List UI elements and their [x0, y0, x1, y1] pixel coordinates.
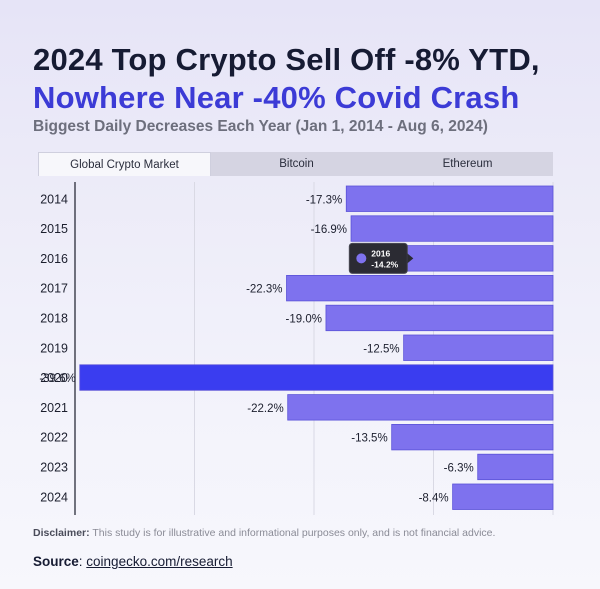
y-tick-label: 2022: [40, 431, 68, 445]
y-tick-label: 2018: [40, 311, 68, 325]
bar-chart-area: 2014 -17.3% 2015 -16.9% 2016 2017 -22.3% 2018 -1…: [0, 180, 600, 520]
y-tick-label: 2023: [40, 460, 68, 474]
tooltip-category: 2016: [371, 248, 390, 258]
tooltip: 2016-14.2%: [348, 242, 414, 274]
data-label: -13.5%: [351, 433, 387, 445]
y-tick-label: 2020: [40, 371, 68, 385]
y-tick-label: 2019: [40, 341, 68, 355]
bar: [477, 453, 554, 481]
bar-chart: 2014 -17.3% 2015 -16.9% 2016 2017 -22.3% 2018 -1…: [39, 182, 554, 515]
tab-bitcoin[interactable]: Bitcoin: [279, 158, 314, 170]
bar: [325, 304, 554, 332]
bar: [286, 275, 554, 302]
tooltip-swatch: [356, 253, 367, 264]
data-label: -22.3%: [246, 284, 282, 296]
y-tick-label: 2017: [40, 282, 68, 296]
tooltip-pointer: [407, 253, 414, 264]
data-label: -16.9%: [311, 224, 347, 236]
source-line: Source: coingecko.com/research: [33, 554, 233, 569]
bar: [350, 215, 554, 242]
y-tick-label: 2024: [40, 490, 68, 504]
tooltip-value: -14.2%: [371, 259, 398, 269]
bar: [345, 185, 554, 212]
bar-highlight: [79, 364, 554, 391]
chart-title-line-2: Nowhere Near -40% Covid Crash: [33, 80, 520, 115]
tab-global-crypto-market[interactable]: Global Crypto Market: [38, 152, 211, 176]
chart-title-line-1: 2024 Top Crypto Sell Off -8% YTD,: [33, 42, 540, 77]
data-label: -17.3%: [306, 194, 342, 206]
y-tick-label: 2015: [40, 222, 68, 236]
data-label: -6.3%: [444, 462, 474, 474]
source-label: Source: [33, 554, 79, 569]
tab-ethereum[interactable]: Ethereum: [442, 158, 493, 170]
disclaimer: Disclaimer: This study is for illustrati…: [33, 527, 495, 539]
data-label: -12.5%: [363, 343, 399, 355]
tab-bar: Global Crypto Market Bitcoin Ethereum: [38, 152, 553, 176]
y-tick-label: 2021: [40, 401, 68, 415]
y-tick-label: 2014: [40, 192, 68, 206]
disclaimer-label: Disclaimer:: [33, 527, 90, 539]
chart-subtitle: Biggest Daily Decreases Each Year (Jan 1…: [33, 118, 488, 135]
y-tick-label: 2016: [40, 252, 68, 266]
data-label: -39.6%: [39, 373, 75, 385]
bar: [391, 423, 554, 451]
source-separator: :: [78, 554, 87, 569]
data-label: -19.0%: [286, 313, 322, 325]
disclaimer-text: This study is for illustrative and infor…: [89, 527, 496, 539]
data-label: -22.2%: [247, 403, 283, 415]
bar: [403, 334, 554, 361]
data-label: -8.4%: [419, 492, 449, 504]
source-link[interactable]: coingecko.com/research: [86, 554, 233, 569]
bar: [287, 394, 554, 421]
bar: [452, 483, 554, 510]
